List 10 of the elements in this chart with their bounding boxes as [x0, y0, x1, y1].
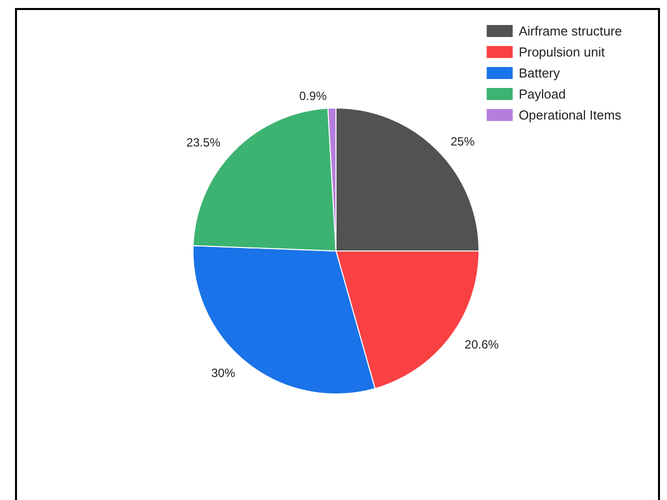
legend-label: Airframe structure — [518, 24, 622, 38]
data-label: 20.6% — [464, 337, 500, 352]
data-label: 30% — [211, 366, 236, 380]
data-label: 25% — [450, 134, 475, 148]
legend-label: Battery — [518, 66, 560, 80]
legend-label: Propulsion unit — [518, 44, 606, 60]
data-label: 0.9% — [299, 89, 327, 104]
data-label: 23.5% — [186, 135, 221, 150]
legend-label: Payload — [518, 86, 566, 102]
legend-label: Operational Items — [518, 108, 622, 122]
